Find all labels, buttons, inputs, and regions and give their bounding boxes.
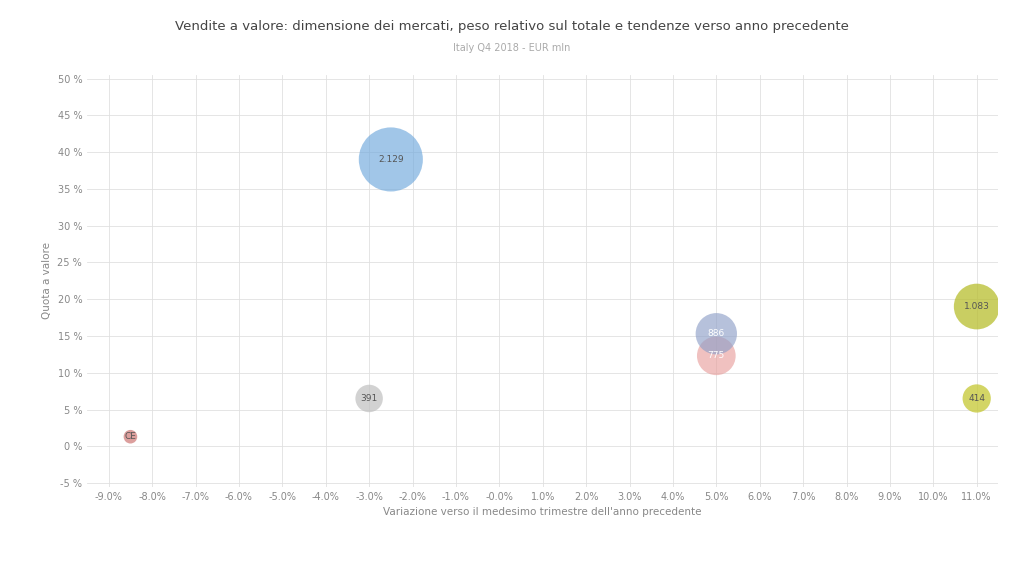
- Point: [969, 302, 985, 311]
- Text: 2.129: 2.129: [378, 155, 403, 164]
- Point: [969, 394, 985, 403]
- Point: [709, 351, 725, 361]
- X-axis label: Variazione verso il medesimo trimestre dell'anno precedente: Variazione verso il medesimo trimestre d…: [383, 507, 702, 517]
- Text: CE: CE: [125, 432, 136, 441]
- Text: 775: 775: [708, 351, 725, 361]
- Text: 391: 391: [360, 394, 378, 403]
- Point: [360, 394, 377, 403]
- Text: 414: 414: [969, 394, 985, 403]
- Point: [709, 329, 725, 338]
- Text: 886: 886: [708, 329, 725, 338]
- Point: [383, 155, 399, 164]
- Text: Italy Q4 2018 - EUR mln: Italy Q4 2018 - EUR mln: [454, 43, 570, 53]
- Y-axis label: Quota a valore: Quota a valore: [42, 242, 52, 319]
- Text: Vendite a valore: dimensione dei mercati, peso relativo sul totale e tendenze ve: Vendite a valore: dimensione dei mercati…: [175, 20, 849, 33]
- Point: [122, 432, 138, 441]
- Text: 1.083: 1.083: [964, 302, 989, 311]
